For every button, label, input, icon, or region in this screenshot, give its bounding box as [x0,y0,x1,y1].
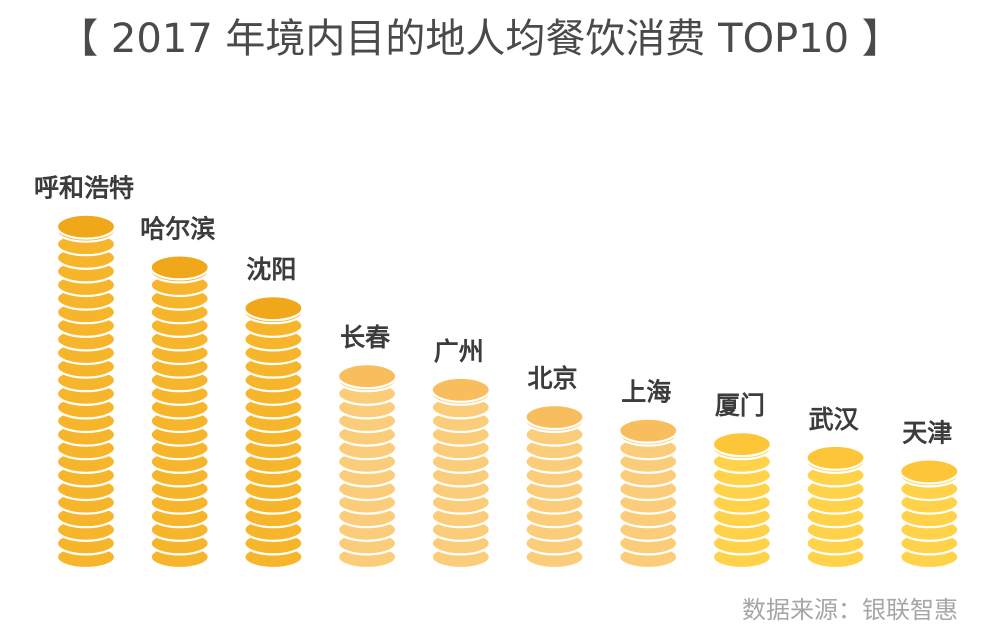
coin-top [899,458,960,485]
coin-stack-1 [55,213,117,570]
coin-stack-5 [430,376,491,570]
coin-top [618,417,679,444]
coin-stack-8 [711,431,773,570]
coin-stack-6 [524,403,585,570]
coin-stack-3 [243,295,304,570]
coin-top [430,376,491,403]
chart-title: 【 2017 年境内目的地人均餐饮消费 TOP10 】 [58,16,902,62]
coin-stack-4 [337,363,398,570]
city-label: 长春 [340,323,390,352]
coin-top [524,403,585,431]
coin-top [55,213,117,240]
coin-top [243,295,304,322]
coin-top [337,363,398,390]
data-source-note: 数据来源：银联智惠 [742,596,958,624]
coin-stack-2 [149,254,210,570]
city-label: 武汉 [809,405,860,434]
city-label: 哈尔滨 [140,214,215,243]
coin-stack-9 [805,444,866,570]
coin-top [711,431,773,458]
city-label: 天津 [902,418,952,447]
city-label: 北京 [527,364,577,393]
city-label: 厦门 [715,391,765,420]
coin-stack-10 [899,458,960,570]
city-label: 呼和浩特 [34,174,134,203]
coin-top [149,254,210,281]
coin-top [805,444,866,471]
city-label: 上海 [621,378,671,407]
city-label: 沈阳 [246,255,296,284]
city-label: 广州 [434,337,484,366]
coin-stack-7 [618,417,679,570]
